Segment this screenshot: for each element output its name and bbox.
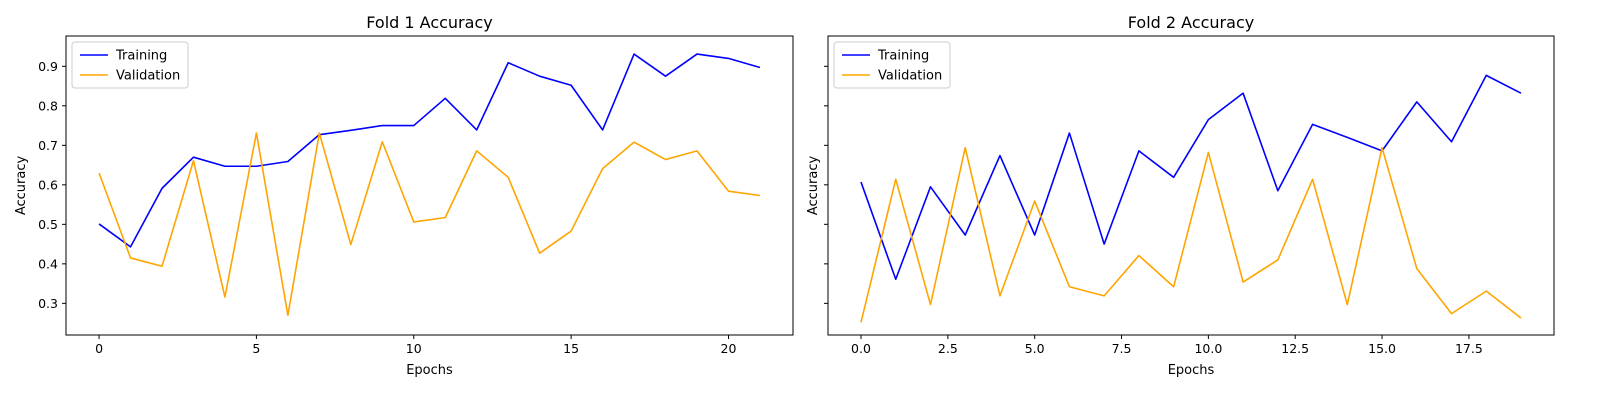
fold-1-chart: Fold 1 Accuracy 0 5 10 15 20 0.3 0.4 0.5 0.6 0.7 0.… — [14, 13, 794, 378]
y-tick-label: 0.6 — [38, 177, 58, 192]
legend-box — [71, 41, 189, 89]
x-axis-label: Epochs — [406, 363, 453, 378]
legend-label-training: Training — [115, 49, 167, 64]
x-tick-label: 12.5 — [1281, 341, 1309, 356]
y-tick-label: 0.9 — [38, 59, 58, 74]
chart-title: Fold 2 Accuracy — [1128, 13, 1254, 32]
legend-label-training: Training — [877, 49, 929, 64]
legend-label-validation: Validation — [116, 69, 180, 84]
x-axis-label: Epochs — [1168, 363, 1215, 378]
x-tick-label: 2.5 — [938, 341, 958, 356]
y-tick-label: 0.4 — [38, 256, 58, 271]
legend-box — [833, 41, 951, 89]
y-tick-label: 0.3 — [38, 296, 58, 311]
chart-title: Fold 1 Accuracy — [366, 13, 492, 32]
x-tick-label: 15.0 — [1368, 341, 1396, 356]
x-tick-label: 5 — [252, 341, 260, 356]
x-tick-label: 15 — [563, 341, 579, 356]
x-tick-label: 10.0 — [1194, 341, 1222, 356]
series-line-validation — [98, 132, 761, 317]
series-line-training — [860, 74, 1522, 281]
x-tick-label: 0.0 — [851, 341, 871, 356]
x-tick-label: 17.5 — [1455, 341, 1483, 356]
x-tick-label: 7.5 — [1112, 341, 1132, 356]
x-tick-label: 0 — [95, 341, 103, 356]
plot-frame — [65, 35, 794, 336]
y-axis-label: Accuracy — [806, 156, 821, 216]
plot-frame — [827, 35, 1555, 336]
legend-label-validation: Validation — [878, 69, 942, 84]
fold-2-chart: Fold 2 Accuracy 0.0 2.5 5.0 7.5 10.0 12.5 15.0 1… — [806, 13, 1555, 378]
y-tick-label: 0.8 — [38, 98, 58, 113]
y-axis-label: Accuracy — [14, 156, 29, 216]
series-line-training — [98, 53, 761, 248]
x-tick-label: 5.0 — [1025, 341, 1045, 356]
series-line-validation — [860, 146, 1522, 323]
x-tick-label: 10 — [406, 341, 422, 356]
y-tick-label: 0.7 — [38, 138, 58, 153]
x-tick-label: 20 — [721, 341, 737, 356]
y-tick-label: 0.5 — [38, 217, 58, 232]
